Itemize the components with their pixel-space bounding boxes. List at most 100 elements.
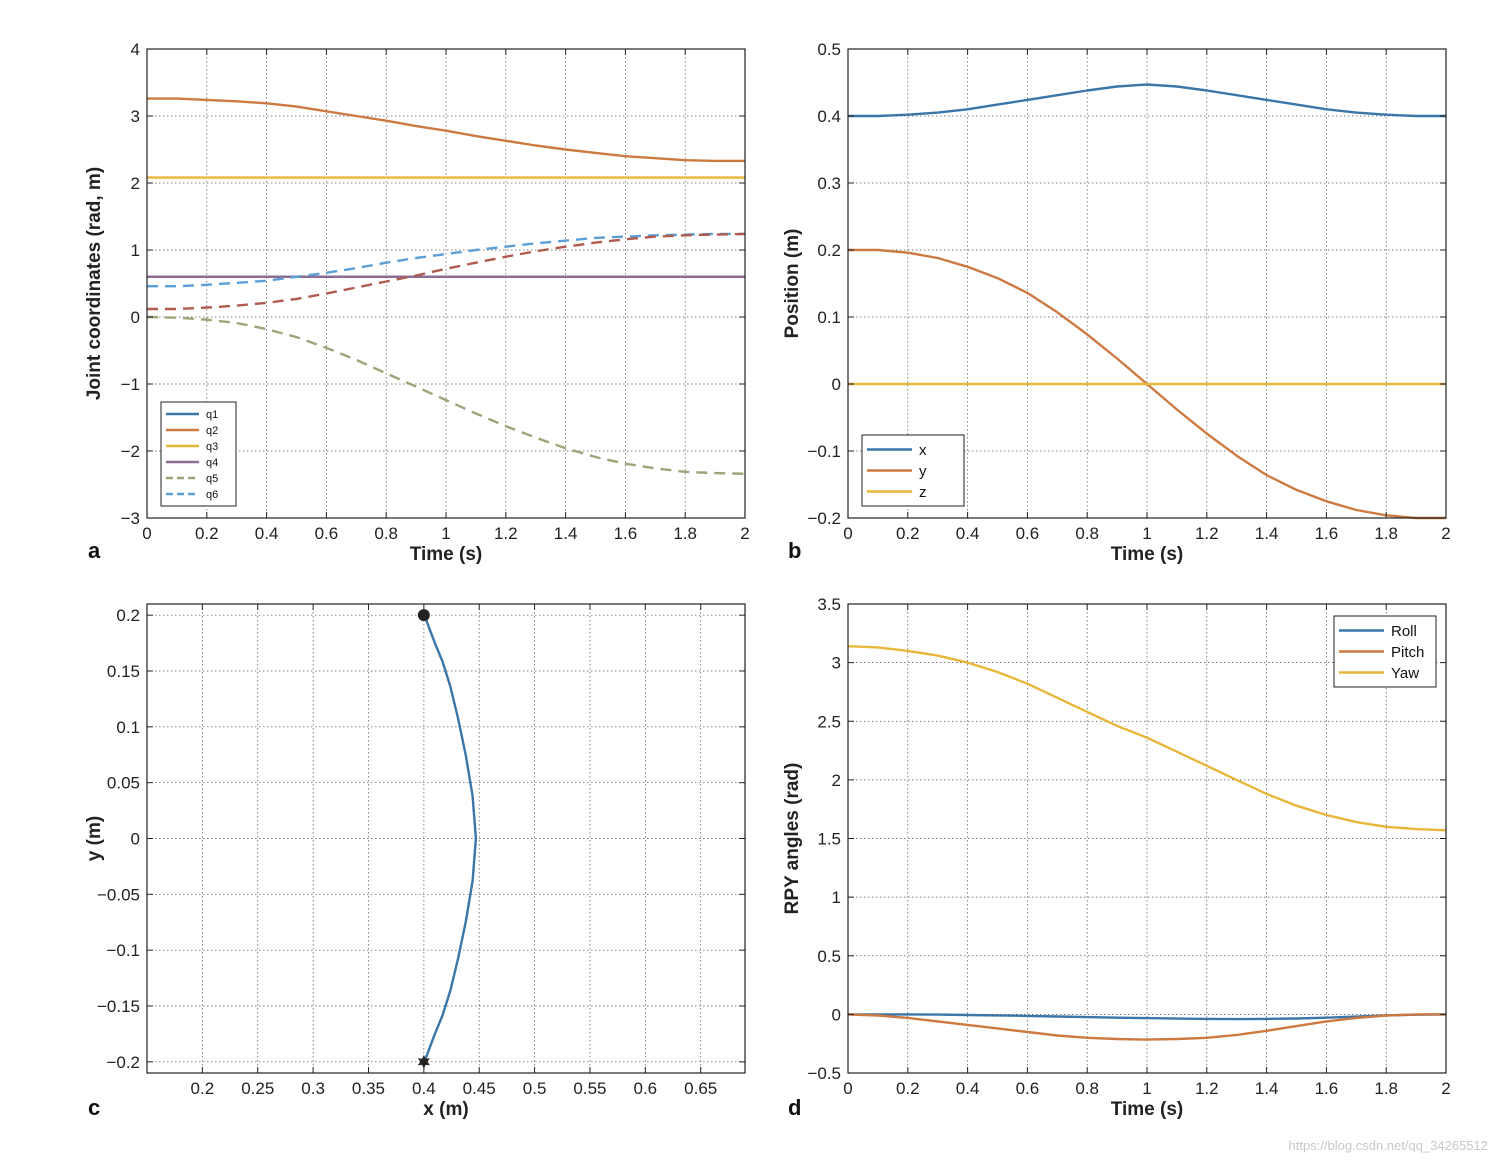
- y-tick-label: 0.05: [107, 774, 140, 793]
- x-tick-label: 1.4: [1255, 1079, 1279, 1098]
- x-tick-label: 0.6: [634, 1079, 658, 1098]
- x-tick-label: 0.5: [523, 1079, 547, 1098]
- y-tick-label: 1: [832, 888, 841, 907]
- y-tick-label: 2: [832, 771, 841, 790]
- y-tick-label: −0.1: [106, 941, 140, 960]
- x-tick-label: 1.8: [1374, 524, 1398, 543]
- series-line-q6: [147, 232, 745, 288]
- x-axis-label: Time (s): [410, 544, 483, 565]
- series-group: [422, 614, 478, 1063]
- series-line-q2: [147, 97, 745, 163]
- y-tick-label: 1.5: [817, 830, 841, 849]
- series-line-Roll: [848, 1013, 1447, 1021]
- y-tick-label: 0.1: [116, 718, 140, 737]
- y-tick-label: 0.2: [116, 606, 140, 625]
- y-tick-label: −0.2: [106, 1053, 140, 1072]
- y-tick-label: −0.05: [97, 885, 140, 904]
- x-tick-label: 0.6: [1016, 524, 1040, 543]
- series-line-extra-0: [422, 614, 478, 1063]
- x-tick-label: 2: [1441, 524, 1450, 543]
- y-axis-label: y (m): [84, 816, 105, 861]
- y-tick-label: 2.5: [817, 712, 841, 731]
- x-tick-label: 0.8: [374, 524, 398, 543]
- x-tick-label: 1.6: [614, 524, 638, 543]
- y-tick-label: −2: [121, 442, 140, 461]
- legend-label-q3: q3: [206, 441, 218, 453]
- legend-label-Roll: Roll: [1391, 623, 1417, 640]
- x-tick-label: 0.4: [412, 1079, 436, 1098]
- panel-letter: b: [788, 538, 801, 563]
- legend-label-q4: q4: [206, 457, 218, 469]
- panel-letter: a: [88, 538, 101, 563]
- series-line-x: [848, 83, 1446, 118]
- series-group: [847, 645, 1447, 1041]
- y-tick-label: 0.2: [817, 241, 841, 260]
- legend: Roll Pitch Yaw: [1333, 615, 1437, 688]
- x-tick-label: 0.4: [956, 524, 980, 543]
- y-tick-label: 0: [832, 1005, 841, 1024]
- x-tick-label: 1.8: [673, 524, 697, 543]
- y-tick-label: 0: [131, 830, 140, 849]
- series-line-extra-6: [147, 232, 746, 311]
- x-tick-label: 1: [1142, 1079, 1151, 1098]
- legend-label-q5: q5: [206, 473, 218, 485]
- y-tick-label: −0.15: [97, 997, 140, 1016]
- series-line-Yaw: [847, 645, 1447, 832]
- end-marker: [417, 1054, 430, 1069]
- y-tick-label: 0.5: [817, 947, 841, 966]
- x-tick-label: 0.2: [195, 524, 219, 543]
- x-tick-label: 0.25: [241, 1079, 274, 1098]
- legend-label-z: z: [919, 484, 927, 501]
- y-tick-label: 0.5: [817, 40, 841, 59]
- y-tick-label: 3.5: [817, 595, 841, 614]
- y-tick-label: 0.1: [817, 308, 841, 327]
- series-group: [848, 83, 1446, 520]
- x-tick-label: 2: [1441, 1079, 1450, 1098]
- y-tick-label: 1: [131, 241, 140, 260]
- x-tick-label: 1.2: [1195, 524, 1219, 543]
- x-tick-label: 0.3: [301, 1079, 325, 1098]
- x-tick-label: 0.2: [896, 1079, 920, 1098]
- x-tick-label: 0.4: [956, 1079, 980, 1098]
- legend-label-y: y: [919, 463, 927, 480]
- panel-letter: d: [788, 1095, 801, 1120]
- x-axis-label: x (m): [423, 1099, 468, 1120]
- x-tick-label: 2: [740, 524, 749, 543]
- x-tick-label: 1.2: [1195, 1079, 1219, 1098]
- series-line-q5: [146, 315, 746, 475]
- series-group: [146, 97, 746, 475]
- legend-box: [160, 401, 237, 507]
- legend-label-x: x: [919, 442, 927, 459]
- x-tick-label: 0.65: [684, 1079, 717, 1098]
- panel-c: 0.2 0.25 0.3 0.35 0.4 0.45 0.5 0.55 0.6 0.65 −0.2 −…: [84, 603, 746, 1120]
- y-tick-label: 0.15: [107, 662, 140, 681]
- x-tick-label: 0.8: [1075, 1079, 1099, 1098]
- x-tick-label: 1.2: [494, 524, 518, 543]
- x-axis-label: Time (s): [1111, 544, 1184, 565]
- x-tick-label: 1.4: [554, 524, 578, 543]
- series-line-Pitch: [847, 1013, 1446, 1041]
- x-tick-label: 0: [843, 1079, 852, 1098]
- y-tick-label: −1: [121, 375, 140, 394]
- start-marker: [417, 609, 430, 622]
- x-tick-label: 0.55: [573, 1079, 606, 1098]
- panel-b: 0 0.2 0.4 0.6 0.8 1 1.2 1.4 1.6 1.8 2 −0.2 −0.1 0 0.1 0…: [782, 40, 1451, 565]
- x-tick-label: 1: [1142, 524, 1151, 543]
- y-tick-label: 0.3: [817, 174, 841, 193]
- legend-label-q1: q1: [206, 409, 218, 421]
- y-tick-label: −0.5: [807, 1064, 841, 1083]
- y-tick-label: −0.1: [807, 442, 841, 461]
- y-tick-label: −0.2: [807, 509, 841, 528]
- x-tick-label: 0.2: [896, 524, 920, 543]
- panel-d: 0 0.2 0.4 0.6 0.8 1 1.2 1.4 1.6 1.8 2−0.500.511.52…: [782, 595, 1451, 1120]
- legend-label-Yaw: Yaw: [1391, 665, 1419, 682]
- x-tick-label: 0.2: [191, 1079, 215, 1098]
- x-tick-label: 0.45: [463, 1079, 496, 1098]
- y-axis-label: Joint coordinates (rad, m): [84, 167, 105, 400]
- x-axis-label: Time (s): [1111, 1099, 1184, 1120]
- legend: xyz: [861, 434, 965, 507]
- y-tick-label: 4: [131, 40, 140, 59]
- x-tick-label: 0: [142, 524, 151, 543]
- legend-label-q2: q2: [206, 425, 218, 437]
